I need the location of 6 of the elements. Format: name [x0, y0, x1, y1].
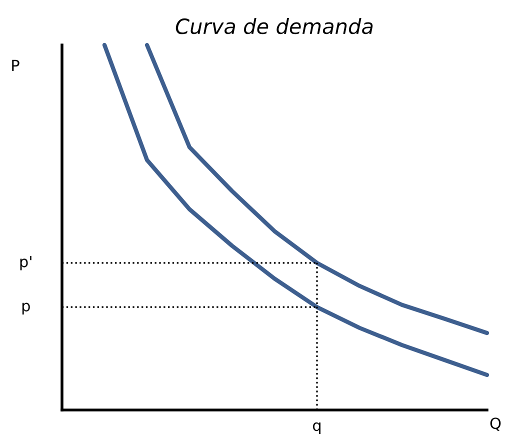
x-axis-title: Q [490, 418, 501, 431]
y-axis-title: P [12, 60, 20, 72]
text: q [312, 422, 320, 434]
ref-line-label: p [22, 302, 30, 314]
ref-line-label: p' [20, 256, 32, 270]
chart-title: Curva de demanda [176, 18, 373, 34]
